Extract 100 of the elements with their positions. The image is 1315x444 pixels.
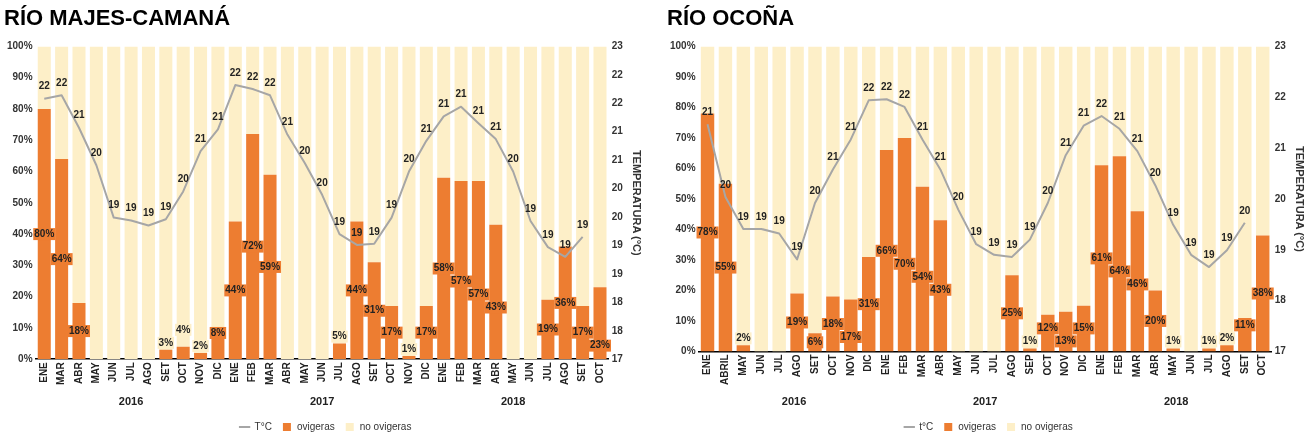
data-label: 3%: [158, 336, 174, 348]
data-label: 19: [368, 225, 381, 237]
x-tick-label: ENE: [38, 361, 50, 383]
y2-tick-label: 23: [1274, 40, 1287, 52]
data-label: 31%: [858, 297, 879, 309]
data-label: 13%: [1055, 335, 1076, 347]
data-label: 20: [177, 173, 190, 185]
data-label: 55%: [715, 261, 736, 273]
y2-tick-label: 20: [611, 210, 624, 222]
text: 2016: [118, 395, 144, 408]
data-label: 21: [281, 116, 294, 128]
bar: [969, 46, 983, 352]
legend-label: no ovigeras: [1021, 420, 1073, 432]
data-label: 19: [1006, 238, 1018, 250]
data-label: 59%: [260, 260, 281, 272]
data-label: 4%: [175, 323, 191, 335]
bar: [402, 356, 416, 360]
data-label: 21: [420, 122, 433, 134]
data-label: 1%: [401, 342, 417, 354]
data-label: 19: [559, 238, 572, 250]
data-label: 38%: [1252, 287, 1273, 299]
x-tick-label: JUL: [1202, 354, 1214, 374]
bar: [1148, 46, 1162, 291]
y2-tick-label: 19: [611, 239, 624, 251]
y2-tick-label: 20: [611, 182, 624, 194]
data-label: 21: [490, 120, 502, 132]
x-tick-label: MAY: [298, 361, 310, 384]
x-tick-label: JUN: [1184, 354, 1196, 375]
data-label: 70%: [894, 257, 915, 269]
x-tick-label: ENE: [229, 361, 241, 383]
x-tick-label: ENE: [437, 361, 449, 383]
y2-tick-label: 22: [1274, 90, 1287, 102]
data-label: 46%: [1127, 278, 1148, 290]
data-label: 72%: [242, 240, 263, 252]
data-label: 19: [160, 201, 172, 213]
legend-label: no ovigeras: [359, 420, 412, 432]
x-tick-label: MAR: [1131, 353, 1143, 378]
bar: [844, 46, 858, 300]
bar: [176, 346, 190, 360]
data-label: 22: [264, 77, 277, 89]
data-label: 22: [881, 81, 893, 93]
bar: [402, 46, 416, 357]
y-tick-label: 30%: [675, 253, 696, 265]
data-label: 43%: [930, 283, 951, 295]
y-tick-label: 70%: [12, 134, 33, 145]
data-label: 19: [524, 202, 537, 214]
data-label: 57%: [451, 275, 472, 287]
bar: [159, 46, 173, 350]
data-label: 20: [507, 153, 520, 165]
x-tick-label: FEB: [1113, 354, 1125, 375]
bar: [1202, 348, 1216, 352]
x-tick-label: ABR: [281, 361, 293, 384]
x-tick-label: FEB: [246, 362, 258, 383]
data-label: 20: [1239, 204, 1251, 216]
x-tick-label: ABR: [72, 361, 84, 384]
bar: [951, 46, 965, 352]
y-tick-label: 0%: [18, 352, 33, 364]
data-label: 1%: [1165, 335, 1181, 347]
y-tick-label: 50%: [12, 196, 33, 208]
x-tick-label: JUL: [987, 354, 999, 374]
data-label: 8%: [210, 326, 226, 338]
y-tick-label: 30%: [12, 259, 33, 271]
y-tick-label: 40%: [12, 227, 33, 239]
data-label: 19: [791, 241, 804, 253]
y2-tick-label: 17: [1274, 345, 1287, 357]
data-label: 64%: [1109, 265, 1130, 277]
y2-axis-title: TEMPERATURA (°C): [631, 149, 644, 257]
x-tick-label: JUL: [772, 354, 784, 374]
x-tick-label: MAY: [506, 361, 518, 384]
data-label: 21: [827, 151, 839, 163]
data-label: 20: [403, 153, 415, 165]
text: 2017: [309, 395, 335, 408]
x-tick-label: SEP: [1023, 354, 1035, 375]
y-tick-label: 50%: [675, 192, 696, 204]
data-label: 20: [952, 191, 965, 203]
data-label: 22: [247, 70, 259, 82]
data-label: 15%: [1073, 322, 1094, 334]
bar: [1094, 46, 1109, 166]
data-label: 21: [472, 104, 485, 116]
x-tick-label: SET: [576, 362, 588, 382]
y-tick-label: 80%: [675, 101, 696, 113]
x-tick-label: AGO: [1220, 354, 1232, 378]
data-label: 18%: [68, 324, 90, 336]
data-label: 19: [737, 210, 750, 222]
bar: [1184, 46, 1198, 352]
x-tick-label: DIC: [862, 354, 874, 372]
data-label: 21: [438, 98, 450, 110]
bar: [506, 46, 520, 360]
y2-tick-label: 19: [611, 267, 624, 279]
bar: [194, 352, 208, 360]
data-label: 21: [73, 109, 85, 121]
bar: [124, 46, 138, 360]
data-label: 19: [988, 236, 1001, 248]
bar: [1059, 46, 1073, 312]
x-tick-label: AGO: [350, 362, 362, 385]
bar: [350, 46, 364, 222]
bar: [790, 46, 804, 294]
data-label: 20: [299, 144, 311, 156]
bar: [246, 46, 260, 134]
y2-tick-label: 23: [611, 40, 624, 52]
